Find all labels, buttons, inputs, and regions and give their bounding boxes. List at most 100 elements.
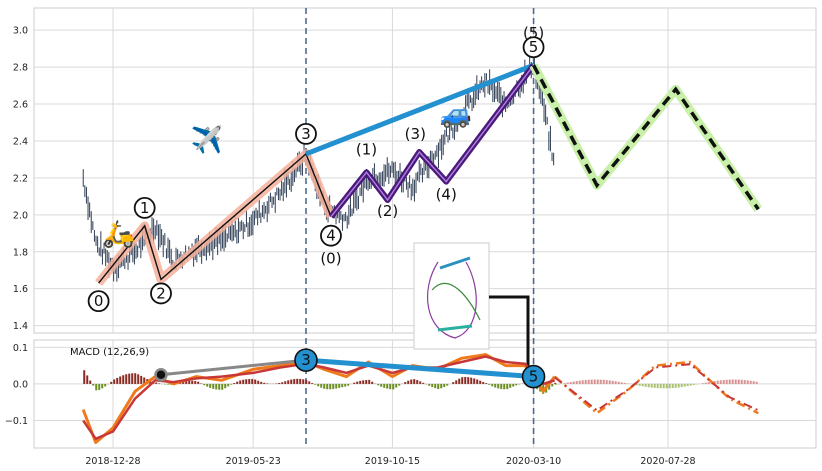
histogram-bar-projected	[587, 379, 590, 384]
sub-wave-label: (5)	[523, 24, 544, 42]
inset-thumbnail	[413, 242, 490, 350]
histogram-bar	[98, 383, 101, 390]
macd-ytick: −0.1	[5, 416, 28, 427]
histogram-bar	[368, 379, 371, 384]
histogram-bar-projected	[596, 379, 599, 384]
histogram-bar	[131, 373, 134, 384]
histogram-bar	[347, 383, 350, 386]
histogram-bar	[488, 383, 491, 385]
histogram-bar-projected	[653, 383, 656, 388]
histogram-bar	[326, 383, 329, 390]
price-ytick: 2.4	[13, 136, 28, 147]
histogram-bar-projected	[608, 380, 611, 384]
histogram-bar	[203, 383, 206, 386]
histogram-bar-projected	[746, 380, 749, 384]
histogram-bar	[149, 380, 152, 384]
inset-curve	[431, 282, 481, 321]
histogram-bar	[335, 383, 338, 389]
histogram-bar	[494, 383, 497, 388]
histogram-bar	[122, 375, 125, 384]
histogram-bar	[356, 381, 359, 384]
histogram-bar	[182, 381, 185, 384]
histogram-bar	[362, 380, 365, 384]
histogram-bar	[311, 383, 314, 384]
histogram-bar	[305, 379, 308, 384]
histogram-bar	[221, 383, 224, 390]
histogram-bar	[110, 381, 113, 384]
histogram-bar-projected	[692, 383, 695, 386]
wave-label-circle	[87, 290, 110, 313]
sub-wave-label: (2)	[377, 202, 398, 220]
histogram-bar-projected	[593, 379, 596, 384]
histogram-bar	[140, 375, 143, 384]
wave-label: 5	[529, 38, 539, 56]
primary-wave-line	[98, 152, 332, 284]
histogram-bar	[404, 382, 407, 384]
price-ytick: 3.0	[13, 26, 28, 37]
histogram-bar	[284, 381, 287, 384]
histogram-bar-projected	[575, 381, 578, 384]
histogram-bar	[260, 381, 263, 384]
histogram-bar	[293, 379, 296, 384]
histogram-bar-projected	[602, 379, 605, 384]
histogram-bar-projected	[647, 383, 650, 388]
histogram-bar	[248, 379, 251, 384]
sub-wave-label: (0)	[320, 250, 341, 268]
histogram-bar	[344, 383, 347, 387]
histogram-bar-projected	[659, 383, 662, 389]
histogram-bar-projected	[725, 379, 728, 384]
histogram-bar	[254, 379, 257, 384]
macd-panel	[33, 339, 817, 449]
histogram-bar	[482, 381, 485, 384]
histogram-bar	[452, 382, 455, 384]
wave-label-circle	[133, 196, 156, 219]
histogram-bar	[428, 383, 431, 386]
x-tick: 2019-05-23	[226, 456, 281, 467]
histogram-bar	[419, 381, 422, 384]
histogram-bar-projected	[671, 383, 674, 389]
airplane-icon: ✈️	[191, 123, 223, 155]
wave-label-circle	[522, 36, 545, 59]
histogram-bar-projected	[590, 379, 593, 384]
inset-frame	[413, 242, 490, 350]
car-icon: 🚙	[440, 99, 472, 129]
histogram-bar	[503, 383, 506, 390]
histogram-bar	[455, 380, 458, 384]
wave-label-circle	[150, 282, 172, 305]
histogram-bar-projected	[689, 383, 692, 386]
histogram-bar	[476, 379, 479, 384]
x-tick: 2020-07-28	[640, 456, 695, 467]
histogram-bar	[92, 383, 95, 386]
macd-gray-trendline	[160, 358, 307, 377]
x-tick: 2020-03-10	[506, 456, 561, 467]
histogram-bar	[116, 377, 119, 384]
histogram-bar	[467, 377, 470, 384]
inset-curve	[426, 261, 477, 339]
histogram-bar-projected	[683, 383, 686, 387]
histogram-bar-projected	[743, 380, 746, 384]
histogram-bar	[506, 383, 509, 390]
macd-wave-marker-label: 3	[301, 351, 311, 369]
histogram-bar-projected	[752, 381, 755, 384]
histogram-bar	[479, 380, 482, 384]
histogram-bar-projected	[656, 383, 659, 389]
wave-label-circle	[320, 224, 342, 247]
histogram-bar-projected	[704, 382, 707, 384]
histogram-bar-projected	[662, 383, 665, 389]
histogram-bar-projected	[713, 381, 716, 384]
histogram-bar-projected	[644, 383, 647, 387]
histogram-bar	[215, 383, 218, 390]
histogram-bar-projected	[578, 380, 581, 384]
histogram-bar	[551, 383, 554, 387]
histogram-bar	[422, 382, 425, 384]
histogram-bar	[470, 377, 473, 384]
wave-label: 2	[156, 284, 166, 302]
histogram-bar	[233, 383, 236, 384]
macd-ytick: 0.1	[13, 343, 28, 354]
histogram-bar	[191, 380, 194, 384]
histogram-bar	[95, 383, 98, 391]
wave-label: 4	[326, 227, 336, 245]
histogram-bar-projected	[677, 383, 680, 388]
histogram-bar	[365, 380, 368, 384]
price-ytick: 1.8	[13, 247, 28, 258]
